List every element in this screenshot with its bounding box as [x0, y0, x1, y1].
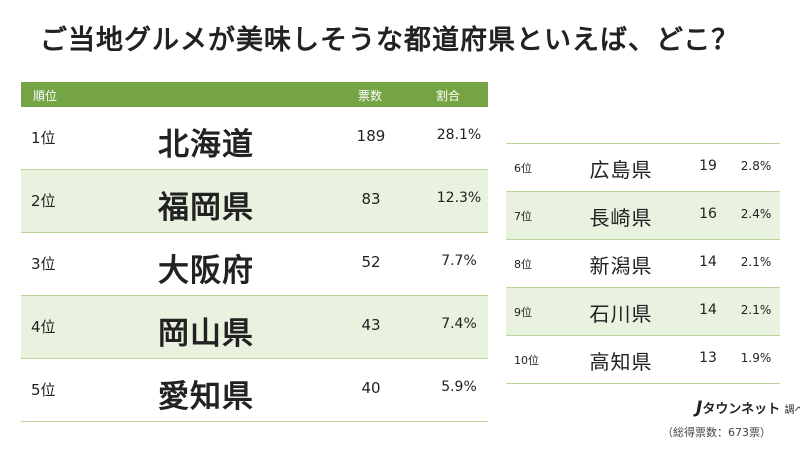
votes-cell: 189	[356, 127, 386, 145]
table-row: 6位 広島県 19 2.8%	[506, 144, 780, 192]
table-row: 10位 高知県 13 1.9%	[506, 336, 780, 384]
table-header: 順位 票数 割合	[21, 82, 488, 107]
prefecture-cell: 岡山県	[158, 316, 254, 352]
brand-logo-j: J	[696, 398, 703, 418]
header-ratio: 割合	[436, 89, 461, 103]
prefecture-cell: 新潟県	[589, 254, 653, 278]
prefecture-cell: 大阪府	[158, 253, 254, 289]
brand-name: タウンネット	[702, 402, 781, 417]
ratio-cell: 5.9%	[441, 379, 477, 395]
ratio-cell: 2.1%	[740, 303, 772, 317]
rank-cell: 1位	[31, 129, 56, 147]
votes-cell: 14	[699, 254, 717, 270]
table-row: 9位 石川県 14 2.1%	[506, 288, 780, 336]
source-brand: Jタウンネット 調べ	[696, 398, 800, 418]
ratio-cell: 2.1%	[740, 255, 772, 269]
table-row: 5位 愛知県 40 5.9%	[21, 359, 488, 422]
table-row: 8位 新潟県 14 2.1%	[506, 240, 780, 288]
table-row: 3位 大阪府 52 7.7%	[21, 233, 488, 296]
ratio-cell: 7.7%	[441, 253, 477, 269]
votes-cell: 40	[361, 379, 381, 397]
table-row: 4位 岡山県 43 7.4%	[21, 296, 488, 359]
prefecture-cell: 広島県	[589, 158, 653, 182]
votes-cell: 16	[699, 206, 717, 222]
ratio-cell: 1.9%	[740, 351, 772, 365]
votes-cell: 43	[361, 316, 381, 334]
prefecture-cell: 石川県	[589, 302, 653, 326]
page-title: ご当地グルメが美味しそうな都道府県といえば、どこ？	[40, 25, 740, 56]
rank-cell: 2位	[31, 192, 56, 210]
ranking-table-6-10: 6位 広島県 19 2.8% 7位 長崎県 16 2.4% 8位 新潟県 14 2.1% 9位 石川県 14…	[506, 143, 780, 384]
ranking-table-top5: 順位 票数 割合 1位 北海道 189 28.1% 2位 福岡県 83 12.3% 3位 大阪府 5…	[21, 82, 488, 422]
total-votes-note: （総得票数：673票）	[662, 426, 771, 439]
ratio-cell: 12.3%	[436, 190, 482, 206]
ratio-cell: 2.8%	[740, 159, 772, 173]
prefecture-cell: 長崎県	[589, 206, 653, 230]
header-rank: 順位	[33, 89, 58, 103]
table-row: 7位 長崎県 16 2.4%	[506, 192, 780, 240]
votes-cell: 19	[699, 158, 717, 174]
rank-cell: 3位	[31, 255, 56, 273]
brand-note: 調べ	[784, 405, 800, 416]
ratio-cell: 2.4%	[740, 207, 772, 221]
votes-cell: 13	[699, 350, 717, 366]
rank-cell: 4位	[31, 318, 56, 336]
prefecture-cell: 北海道	[158, 127, 254, 163]
prefecture-cell: 福岡県	[158, 190, 254, 226]
rank-cell: 6位	[514, 162, 532, 175]
table-row: 2位 福岡県 83 12.3%	[21, 170, 488, 233]
rank-cell: 8位	[514, 258, 532, 271]
header-votes: 票数	[358, 89, 383, 103]
votes-cell: 52	[361, 253, 381, 271]
table-row: 1位 北海道 189 28.1%	[21, 107, 488, 170]
prefecture-cell: 高知県	[589, 350, 653, 374]
votes-cell: 83	[361, 190, 381, 208]
rank-cell: 10位	[514, 354, 539, 367]
rank-cell: 5位	[31, 381, 56, 399]
rank-cell: 7位	[514, 210, 532, 223]
ratio-cell: 28.1%	[436, 127, 482, 143]
prefecture-cell: 愛知県	[158, 379, 254, 415]
votes-cell: 14	[699, 302, 717, 318]
ratio-cell: 7.4%	[441, 316, 477, 332]
rank-cell: 9位	[514, 306, 532, 319]
